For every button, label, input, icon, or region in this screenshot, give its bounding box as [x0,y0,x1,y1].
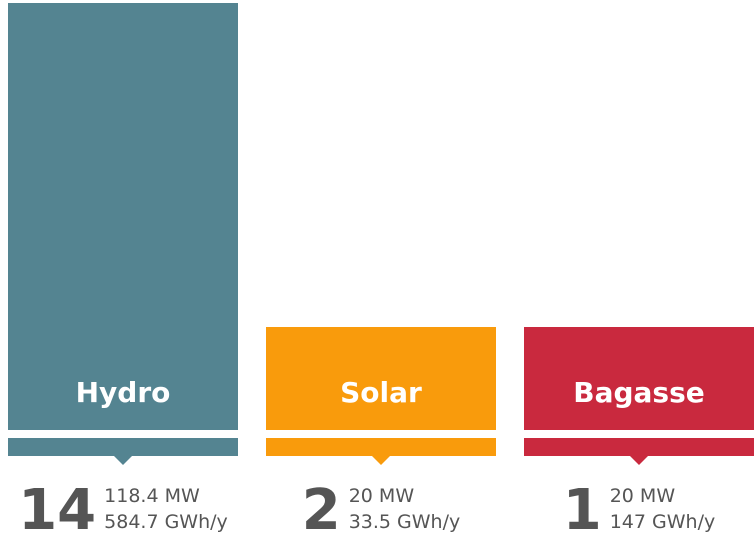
bar [524,327,754,430]
pointer [630,456,648,465]
bar [266,327,496,430]
strip [266,438,496,456]
bar-label: Hydro [76,376,171,409]
pointer [372,456,390,465]
bar [8,3,238,430]
bar-label: Bagasse [573,376,705,409]
capacity: 118.4 MW [104,485,200,507]
count: 2 [302,478,341,540]
bar-label: Solar [340,376,422,409]
capacity: 20 MW [349,485,415,507]
count: 1 [563,478,602,540]
generation: 33.5 GWh/y [349,511,461,533]
count: 14 [18,478,96,540]
strip [8,438,238,456]
capacity: 20 MW [610,485,676,507]
generation: 584.7 GWh/y [104,511,228,533]
generation: 147 GWh/y [610,511,716,533]
pointer [114,456,132,465]
strip [524,438,754,456]
